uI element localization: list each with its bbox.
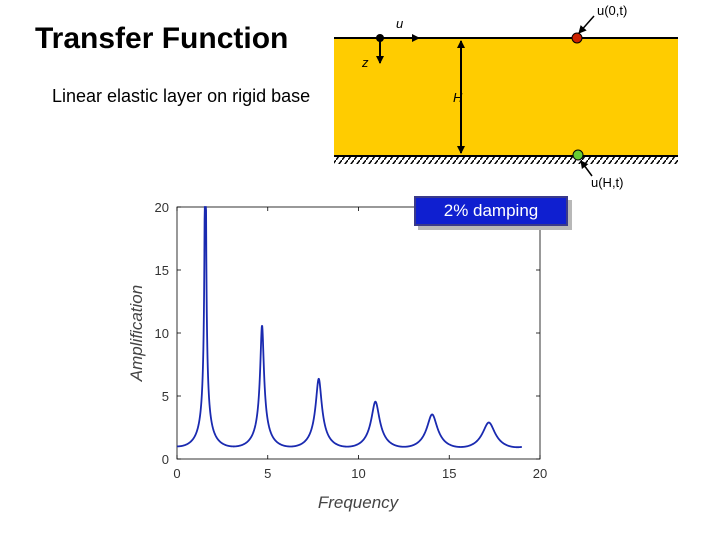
axis-tick-labels: 0 5 10 15 20 0 5 10 15 20 (155, 200, 548, 481)
y-tick-label: 15 (155, 263, 169, 278)
amplification-curve (177, 206, 522, 449)
y-tick-label: 20 (155, 200, 169, 215)
rigid-base-hatching (334, 157, 678, 164)
top-point-label: u(0,t) (597, 3, 627, 18)
x-tick-label: 0 (173, 466, 180, 481)
plot-frame (176, 206, 541, 460)
y-tick-label: 0 (162, 452, 169, 467)
x-axis-label: Frequency (318, 493, 400, 512)
x-tick-label: 15 (442, 466, 456, 481)
x-tick-label: 20 (533, 466, 547, 481)
u-axis-label: u (396, 16, 403, 31)
top-point-marker (571, 32, 583, 44)
elastic-layer (334, 38, 678, 156)
bottom-point-pointer (580, 160, 593, 177)
thickness-h-label: H (453, 90, 463, 105)
y-tick-label: 5 (162, 389, 169, 404)
x-tick-label: 10 (351, 466, 365, 481)
damping-annotation: 2% damping (414, 196, 568, 226)
bottom-point-label: u(H,t) (591, 175, 624, 190)
slide-subtitle: Linear elastic layer on rigid base (52, 86, 311, 106)
soil-layer-schematic: u z H u(0,t) u(H,t) (334, 3, 678, 190)
x-tick-label: 5 (264, 466, 271, 481)
bottom-point-marker (572, 149, 584, 161)
slide-title: Transfer Function (35, 22, 289, 55)
y-tick-label: 10 (155, 326, 169, 341)
top-point-pointer (578, 15, 595, 34)
z-axis-label: z (361, 55, 369, 70)
y-axis-label: Amplification (127, 285, 146, 382)
